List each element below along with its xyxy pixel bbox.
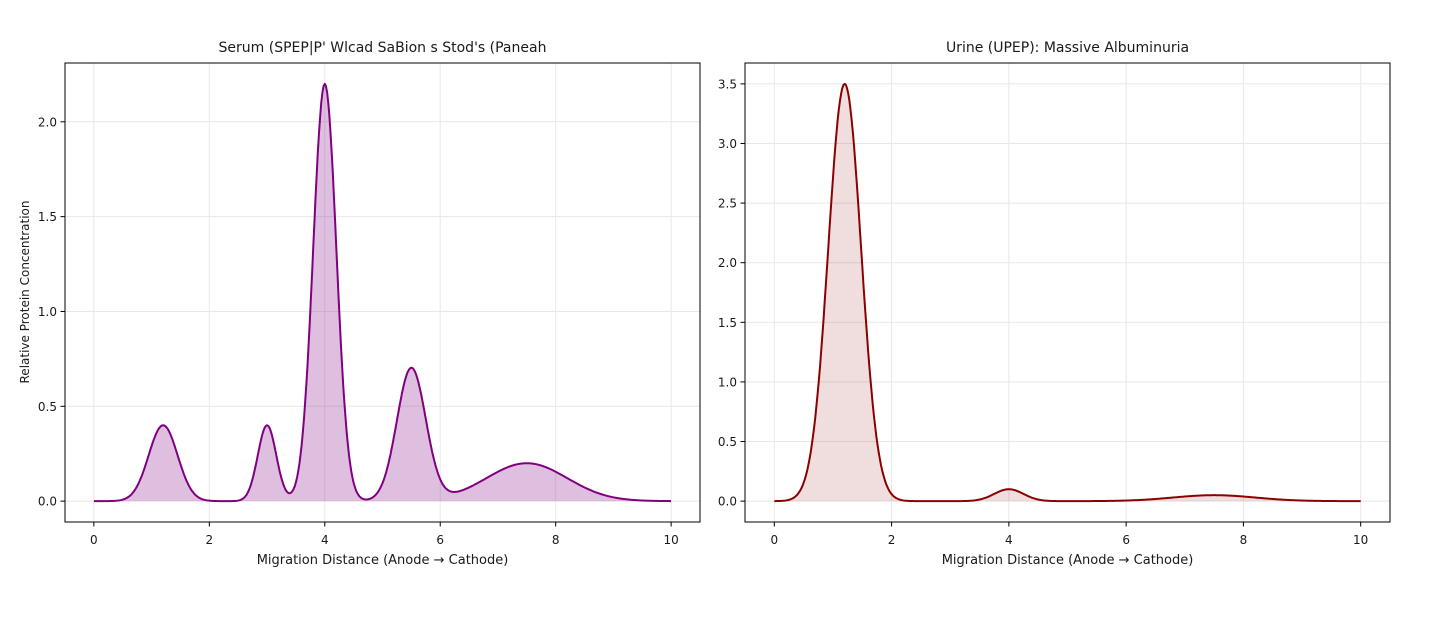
x-tick-label: 6 (436, 533, 444, 547)
x-tick-label: 6 (1122, 533, 1130, 547)
x-tick-label: 4 (321, 533, 329, 547)
curve-fill (774, 83, 1361, 502)
serum-chart-title: Serum (SPEP|P' Wlcad SaBion s Stod's (Pa… (218, 40, 547, 56)
curve-fill (93, 83, 672, 502)
x-tick-label: 0 (90, 533, 98, 547)
y-tick-label: 1.0 (38, 305, 57, 319)
x-tick-label: 4 (1005, 533, 1013, 547)
urine-chart-title: Urine (UPEP): Massive Albuminuria (945, 40, 1190, 56)
y-tick-label: 2.0 (38, 115, 57, 129)
serum-yaxis-label: Relative Protein Concentration (18, 200, 32, 384)
y-tick-label: 2.0 (718, 256, 737, 270)
y-tick-label: 1.5 (38, 210, 57, 224)
curve-line (93, 82, 672, 503)
y-tick-label: 0.5 (38, 400, 57, 414)
x-tick-label: 8 (1240, 533, 1248, 547)
y-tick-label: 0.5 (718, 435, 737, 449)
y-tick-label: 1.0 (718, 375, 737, 389)
x-tick-label: 2 (205, 533, 213, 547)
x-tick-label: 10 (1353, 533, 1368, 547)
y-tick-label: 3.5 (718, 77, 737, 91)
y-tick-label: 0.0 (718, 495, 737, 509)
y-tick-label: 2.5 (718, 197, 737, 211)
y-tick-label: 0.0 (38, 495, 57, 509)
x-tick-label: 2 (888, 533, 896, 547)
x-tick-label: 0 (770, 533, 778, 547)
x-tick-label: 8 (552, 533, 560, 547)
serum-xaxis-label: Migration Distance (Anode → Cathode) (256, 553, 509, 568)
y-tick-label: 1.5 (718, 316, 737, 330)
x-tick-label: 10 (663, 533, 678, 547)
axes-frame (744, 62, 1391, 523)
curve-line (774, 82, 1361, 503)
axes-frame (64, 62, 701, 523)
urine-xaxis-label: Migration Distance (Anode → Cathode) (941, 553, 1194, 568)
y-tick-label: 3.0 (718, 137, 737, 151)
